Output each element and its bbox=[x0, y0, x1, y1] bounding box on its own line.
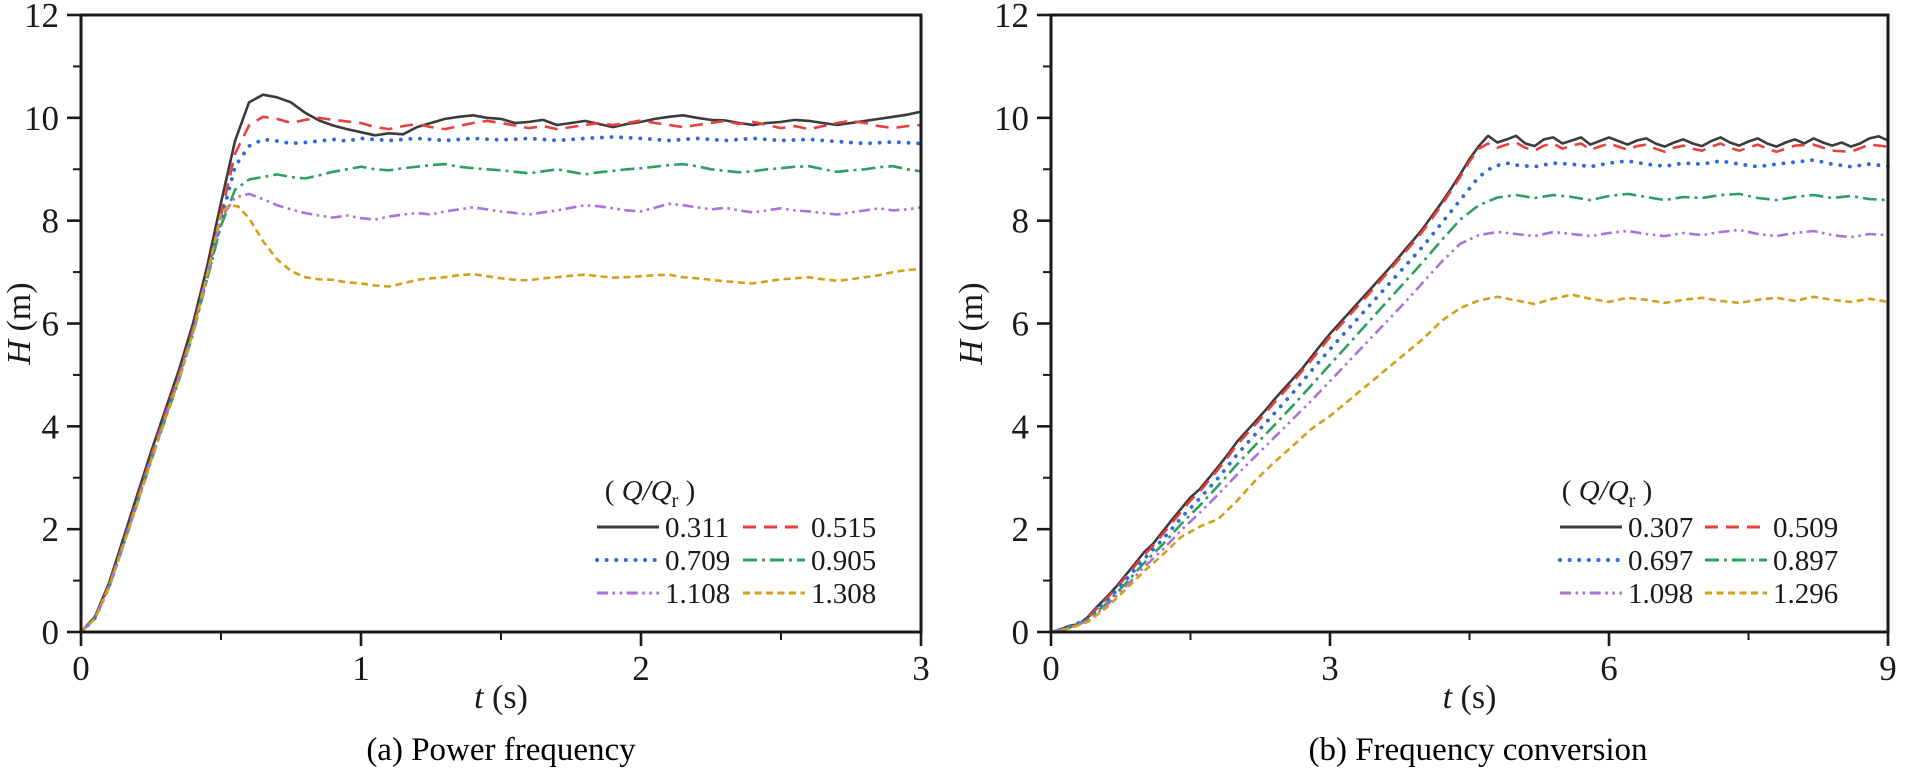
x-tick-label: 1 bbox=[352, 649, 370, 688]
y-tick-label: 12 bbox=[994, 0, 1029, 35]
legend-label-0.697: 0.697 bbox=[1628, 545, 1693, 577]
series-line-0.897 bbox=[1050, 192, 1889, 634]
x-axis-label: t (s) bbox=[1443, 679, 1497, 716]
y-tick-label: 4 bbox=[42, 407, 60, 446]
y-tick-label: 10 bbox=[994, 99, 1029, 138]
series-line-0.905 bbox=[80, 162, 922, 633]
caption-b: (b) Frequency conversion bbox=[1308, 732, 1648, 768]
series-line-0.307 bbox=[1050, 134, 1889, 634]
legend-title: ( Q/Qr ) bbox=[1562, 475, 1652, 512]
legend-label-1.308: 1.308 bbox=[811, 578, 876, 610]
x-tick-label: 6 bbox=[1600, 649, 1618, 688]
y-tick-label: 6 bbox=[1012, 305, 1030, 344]
y-axis-label: H (m) bbox=[1, 282, 38, 365]
chart-b: 0 3 6 9 0 2 4 6 8 10 12 t (s) H (m) ( Q/Qr )0.307 0.50… bbox=[953, 0, 1897, 716]
legend-label-0.307: 0.307 bbox=[1628, 512, 1693, 544]
legend-title: ( Q/Qr ) bbox=[605, 475, 695, 512]
series-line-1.296 bbox=[1050, 293, 1889, 634]
series-line-0.697 bbox=[1049, 158, 1890, 634]
panel-b: 0 3 6 9 0 2 4 6 8 10 12 t (s) H (m) ( Q/Qr ) 0.307 0.50… bbox=[952, 0, 1904, 784]
series-line-1.108 bbox=[80, 192, 922, 633]
y-tick-label: 8 bbox=[42, 202, 60, 241]
x-tick-label: 0 bbox=[72, 649, 90, 688]
plot-frame bbox=[1049, 13, 1890, 634]
legend-label-0.905: 0.905 bbox=[811, 545, 876, 577]
legend-label-1.098: 1.098 bbox=[1628, 578, 1693, 610]
x-axis-label: t (s) bbox=[474, 679, 528, 716]
x-tick-label: 3 bbox=[1321, 649, 1339, 688]
y-tick-label: 2 bbox=[1012, 510, 1030, 549]
series-line-0.509 bbox=[1050, 141, 1889, 634]
y-tick-label: 2 bbox=[42, 510, 60, 549]
legend-label-1.296: 1.296 bbox=[1773, 578, 1838, 610]
legend-label-0.897: 0.897 bbox=[1773, 545, 1838, 577]
y-tick-label: 0 bbox=[1012, 613, 1030, 652]
series-line-0.311 bbox=[80, 93, 922, 633]
panel-a: 0 1 2 3 0 2 4 6 8 10 12 t (s) H (m)( Q/Qr ) 0.311 0.51… bbox=[0, 0, 952, 784]
legend-label-0.709: 0.709 bbox=[665, 545, 730, 577]
legend-label-1.108: 1.108 bbox=[665, 578, 730, 610]
y-tick-label: 4 bbox=[1012, 407, 1030, 446]
y-tick-label: 8 bbox=[1012, 202, 1030, 241]
legend-label-0.509: 0.509 bbox=[1773, 512, 1838, 544]
caption-a: (a) Power frequency bbox=[366, 732, 636, 768]
legend-label-0.515: 0.515 bbox=[811, 512, 876, 544]
series-line-1.098 bbox=[1050, 228, 1889, 634]
x-tick-label: 3 bbox=[912, 649, 930, 688]
legend-label-0.311: 0.311 bbox=[665, 512, 729, 544]
series-line-1.308 bbox=[80, 203, 922, 633]
y-tick-label: 10 bbox=[24, 99, 59, 138]
x-tick-label: 2 bbox=[632, 649, 650, 688]
y-tick-label: 0 bbox=[42, 613, 60, 652]
y-tick-label: 6 bbox=[42, 305, 60, 344]
y-axis-label: H (m) bbox=[953, 282, 990, 365]
y-tick-label: 12 bbox=[24, 0, 59, 35]
x-tick-label: 9 bbox=[1879, 649, 1897, 688]
plot-frame bbox=[79, 13, 923, 634]
series-line-0.515 bbox=[80, 115, 922, 633]
x-tick-label: 0 bbox=[1042, 649, 1060, 688]
